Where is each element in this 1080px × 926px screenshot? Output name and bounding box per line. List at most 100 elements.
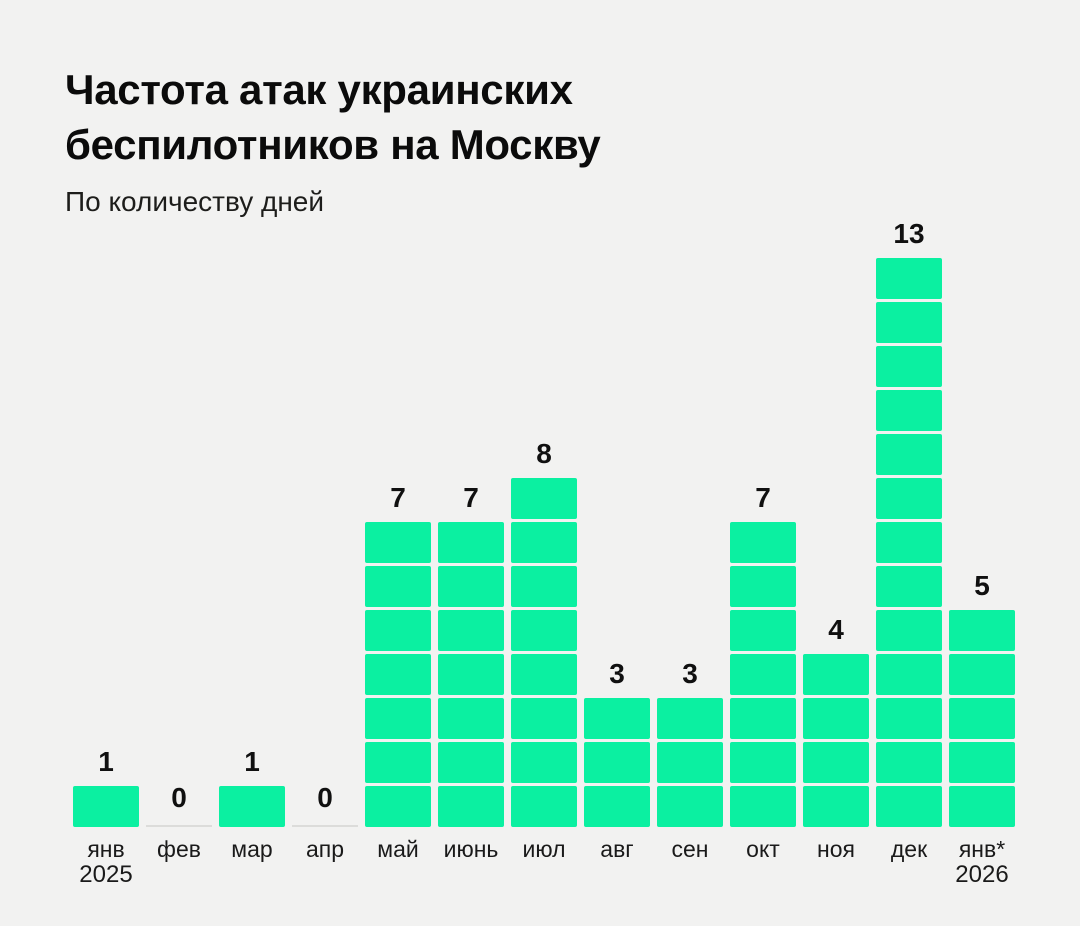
unit-day-block: [584, 742, 650, 783]
month-axis-label: июл: [522, 836, 566, 862]
unit-day-block: [365, 786, 431, 827]
unit-day-block: [730, 610, 796, 651]
unit-day-block: [876, 258, 942, 299]
unit-day-block: [511, 786, 577, 827]
unit-day-block: [365, 698, 431, 739]
unit-day-block: [949, 610, 1015, 651]
bar-column-10: 7 окт: [730, 482, 796, 893]
unit-day-block: [365, 522, 431, 563]
unit-day-block: [219, 786, 285, 827]
unit-day-block: [365, 566, 431, 607]
bar-value-label: 7: [463, 482, 479, 513]
unit-day-block: [876, 522, 942, 563]
month-axis-label: дек: [890, 836, 928, 862]
bar-value-label: 3: [682, 658, 698, 689]
bar-column-2: 0 фев: [146, 782, 212, 893]
month-axis-label: май: [377, 836, 419, 862]
bar-column-1: 1 янв 2025: [73, 746, 139, 893]
bar-value-label: 5: [974, 570, 990, 601]
bar-value-label: 7: [755, 482, 771, 513]
unit-day-block: [365, 610, 431, 651]
chart-header: Частота атак украинских беспилотников на…: [65, 62, 765, 218]
bar-value-label: 8: [536, 438, 552, 469]
unit-day-block: [876, 302, 942, 343]
unit-day-block: [876, 346, 942, 387]
unit-day-block: [730, 566, 796, 607]
unit-day-block: [876, 742, 942, 783]
year-axis-spacer: [365, 863, 431, 893]
bar-value-label: 0: [171, 782, 187, 813]
year-axis-spacer: [511, 863, 577, 893]
unit-day-block: [438, 786, 504, 827]
unit-day-block: [876, 390, 942, 431]
year-axis-spacer: [438, 863, 504, 893]
year-axis-spacer: [657, 863, 723, 893]
unit-day-block: [730, 698, 796, 739]
unit-day-block: [511, 522, 577, 563]
bar-value-label: 1: [98, 746, 114, 777]
bar-value-label: 13: [893, 218, 925, 249]
unit-day-block: [876, 610, 942, 651]
unit-day-block: [511, 566, 577, 607]
unit-day-block: [730, 522, 796, 563]
unit-day-block: [511, 742, 577, 783]
unit-day-block: [803, 742, 869, 783]
unit-day-block: [803, 698, 869, 739]
zero-baseline-tick: [146, 825, 212, 827]
month-axis-label: окт: [746, 836, 780, 862]
bar-column-4: 0 апр: [292, 782, 358, 893]
year-axis-spacer: [219, 863, 285, 893]
year-axis-spacer: [146, 863, 212, 893]
year-axis-spacer: [730, 863, 796, 893]
unit-day-block: [876, 786, 942, 827]
month-axis-label: ноя: [817, 836, 855, 862]
month-axis-label: сен: [671, 836, 709, 862]
unit-day-block: [438, 522, 504, 563]
unit-day-block: [949, 698, 1015, 739]
unit-day-block: [511, 610, 577, 651]
unit-day-block: [730, 742, 796, 783]
unit-day-block: [511, 478, 577, 519]
unit-day-block: [730, 786, 796, 827]
unit-day-block: [365, 742, 431, 783]
month-axis-label: янв: [87, 836, 125, 862]
bar-column-5: 7 май: [365, 482, 431, 893]
unit-day-block: [657, 698, 723, 739]
month-axis-label: авг: [600, 836, 634, 862]
zero-baseline-tick: [292, 825, 358, 827]
bar-column-8: 3 авг: [584, 658, 650, 893]
bar-column-6: 7 июнь: [438, 482, 504, 893]
unit-day-block: [73, 786, 139, 827]
chart-subtitle: По количеству дней: [65, 185, 325, 217]
unit-day-block: [657, 786, 723, 827]
bar-column-7: 8 июл: [511, 438, 577, 893]
unit-day-block: [730, 654, 796, 695]
unit-day-block: [949, 742, 1015, 783]
unit-day-block: [438, 566, 504, 607]
bar-value-label: 1: [244, 746, 260, 777]
unit-day-block: [438, 742, 504, 783]
bar-value-label: 7: [390, 482, 406, 513]
month-axis-label: фев: [157, 836, 201, 862]
bar-chart: 1 янв 2025 0 фев 1 мар 0 апр 7 май 7 июнь 8 июл 3 авг 3 се…: [73, 218, 1015, 893]
unit-day-block: [876, 698, 942, 739]
unit-day-block: [949, 654, 1015, 695]
unit-day-block: [438, 610, 504, 651]
chart-title: Частота атак украинских беспилотников на…: [65, 66, 601, 169]
unit-day-block: [438, 698, 504, 739]
unit-day-block: [584, 698, 650, 739]
unit-day-block: [511, 698, 577, 739]
unit-day-block: [657, 742, 723, 783]
bar-column-13: 5 янв* 2026: [949, 570, 1015, 893]
month-axis-label: апр: [305, 836, 345, 862]
bar-column-9: 3 сен: [657, 658, 723, 893]
unit-day-block: [511, 654, 577, 695]
unit-day-block: [876, 654, 942, 695]
year-axis-label: 2026: [955, 861, 1009, 888]
year-axis-spacer: [584, 863, 650, 893]
month-axis-label: мар: [231, 836, 273, 862]
unit-day-block: [876, 434, 942, 475]
unit-day-block: [949, 786, 1015, 827]
year-axis-spacer: [292, 863, 358, 893]
